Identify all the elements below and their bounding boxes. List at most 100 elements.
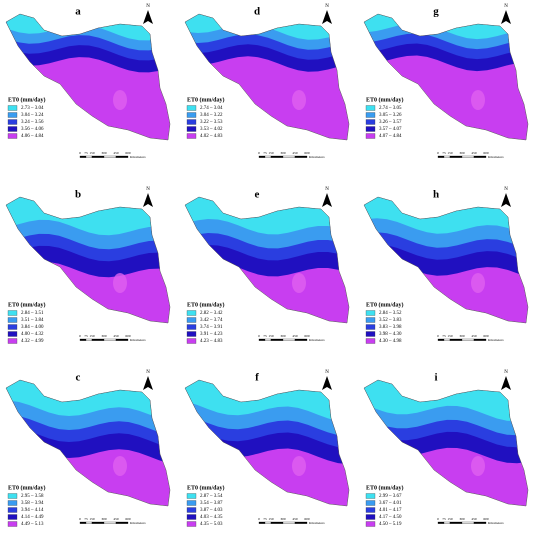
scale-segment xyxy=(473,521,487,524)
scale-label: 75 xyxy=(442,517,446,521)
legend-label: 4.00 – 4.32 xyxy=(21,332,44,337)
legend-swatch xyxy=(365,331,376,337)
scale-unit: Kilometers xyxy=(488,338,504,342)
legend-swatch xyxy=(186,112,197,118)
legend-title: ET0 (mm/day) xyxy=(8,96,46,103)
scale-label: 600 xyxy=(304,151,310,155)
legend-swatch xyxy=(186,507,197,513)
legend-swatch xyxy=(186,338,197,344)
scale-unit: Kilometers xyxy=(309,338,325,342)
scale-segment xyxy=(79,155,87,158)
legend-label: 2.84 – 3.52 xyxy=(379,311,402,316)
scale-label: 300 xyxy=(101,334,107,338)
legend-swatch xyxy=(7,119,18,125)
scale-segment xyxy=(461,338,475,341)
legend-label: 2.84 – 3.51 xyxy=(21,311,44,316)
legend-label: 3.54 – 3.87 xyxy=(200,501,223,506)
legend-label: 4.02 – 4.83 xyxy=(200,134,223,139)
scale-label: 600 xyxy=(483,151,489,155)
north-label: N xyxy=(504,187,508,192)
map-panel: a N ET0 (mm/day) 2.73 – 3.04 3.04 – 3.24 3.24… xyxy=(5,4,171,159)
scale-segment xyxy=(258,338,266,341)
scale-segment xyxy=(115,338,129,341)
legend-swatch xyxy=(7,500,18,506)
scale-segment xyxy=(264,155,272,158)
legend-label: 3.04 – 3.22 xyxy=(200,113,223,118)
north-arrow xyxy=(501,193,511,207)
legend-title: ET0 (mm/day) xyxy=(366,96,404,103)
scale-label: 0 xyxy=(437,334,439,338)
scale-label: 300 xyxy=(280,334,286,338)
zone xyxy=(292,273,306,293)
legend-label: 3.91 – 4.23 xyxy=(200,332,223,337)
scale-segment xyxy=(449,521,463,524)
border xyxy=(363,196,529,324)
scale-segment xyxy=(437,338,445,341)
zone xyxy=(292,90,306,110)
legend-label: 3.22 – 3.53 xyxy=(200,120,223,125)
scale-label: 75 xyxy=(84,151,88,155)
legend-title: ET0 (mm/day) xyxy=(366,484,404,491)
legend-swatch xyxy=(7,324,18,330)
legend-swatch xyxy=(365,112,376,118)
scale-segment xyxy=(443,521,451,524)
legend-title: ET0 (mm/day) xyxy=(187,96,225,103)
zone xyxy=(471,90,485,110)
panel-label: b xyxy=(75,189,81,201)
legend-swatch xyxy=(7,493,18,499)
panel-label: a xyxy=(75,6,81,18)
north-label: N xyxy=(504,4,508,9)
scale-unit: Kilometers xyxy=(130,155,146,159)
legend-swatch xyxy=(7,126,18,132)
legend-title: ET0 (mm/day) xyxy=(8,301,46,308)
panel-label: h xyxy=(433,189,439,201)
legend-swatch xyxy=(7,133,18,139)
legend-swatch xyxy=(365,126,376,132)
legend-label: 4.32 – 4.99 xyxy=(21,339,44,344)
scale-segment xyxy=(461,155,475,158)
border xyxy=(5,13,171,141)
scale-label: 75 xyxy=(84,517,88,521)
map xyxy=(185,14,349,140)
scale-segment xyxy=(270,338,284,341)
north-label: N xyxy=(146,187,150,192)
scale-label: 150 xyxy=(268,151,274,155)
legend-swatch xyxy=(7,521,18,527)
north-label: N xyxy=(325,187,329,192)
scale-label: 0 xyxy=(79,334,81,338)
zone xyxy=(471,273,485,293)
scale-segment xyxy=(443,155,451,158)
legend-swatch xyxy=(186,119,197,125)
scale-segment xyxy=(294,521,308,524)
legend-swatch xyxy=(186,500,197,506)
scale-segment xyxy=(264,521,272,524)
scale-unit: Kilometers xyxy=(488,521,504,525)
panel-label: i xyxy=(434,372,437,384)
legend-label: 4.50 – 5.19 xyxy=(379,522,402,527)
legend-label: 4.30 – 4.98 xyxy=(379,339,402,344)
legend-swatch xyxy=(365,338,376,344)
scale-label: 300 xyxy=(101,517,107,521)
scale-label: 300 xyxy=(459,151,465,155)
legend-label: 4.01 – 4.17 xyxy=(379,508,402,513)
scale-label: 450 xyxy=(113,151,119,155)
border xyxy=(5,196,171,324)
scale-label: 300 xyxy=(280,151,286,155)
scale-segment xyxy=(437,521,445,524)
legend-label: 2.74 – 3.05 xyxy=(379,106,402,111)
scale-segment xyxy=(449,338,463,341)
legend-swatch xyxy=(365,500,376,506)
legend-swatch xyxy=(7,317,18,323)
legend-label: 3.42 – 3.74 xyxy=(200,318,223,323)
legend-label: 3.51 – 3.84 xyxy=(21,318,44,323)
zone xyxy=(113,456,127,476)
zone xyxy=(113,90,127,110)
scale-label: 75 xyxy=(84,334,88,338)
legend-swatch xyxy=(365,133,376,139)
scale-label: 0 xyxy=(79,151,81,155)
panel-label: d xyxy=(254,6,260,18)
scale-label: 600 xyxy=(125,334,131,338)
map-panel: e N ET0 (mm/day) 2.82 – 3.42 3.42 – 3.74 3.74… xyxy=(184,187,350,344)
scale-segment xyxy=(270,155,284,158)
scale-label: 600 xyxy=(125,517,131,521)
